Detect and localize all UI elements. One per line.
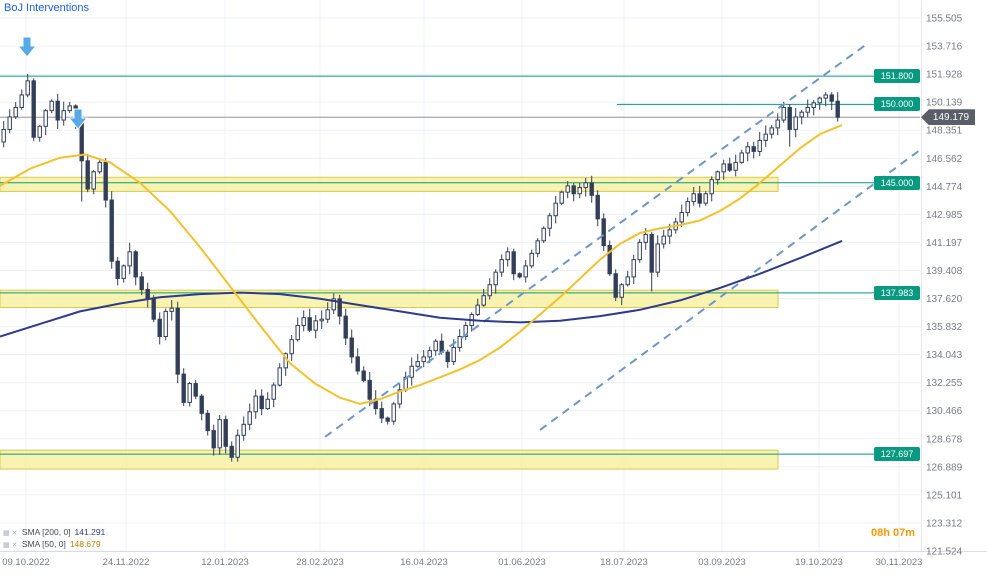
trend-channel-lines[interactable] (324, 42, 921, 438)
svg-text:19.10.2023: 19.10.2023 (795, 557, 843, 568)
y-axis-labels[interactable]: 155.505 153.716 151.928 150.139 148.351 146.5… (926, 14, 963, 558)
indicator-visibility-icon[interactable]: ▦ (3, 542, 10, 549)
svg-text:150.139: 150.139 (926, 98, 963, 109)
svg-text:134.043: 134.043 (926, 350, 963, 361)
intervention-arrow-icon[interactable] (16, 36, 38, 58)
indicator-close-icon[interactable]: ✕ (11, 530, 18, 537)
price-level-badge[interactable]: 150.000 (874, 97, 920, 112)
indicator-close-icon[interactable]: ✕ (11, 542, 18, 549)
svg-text:153.716: 153.716 (926, 42, 963, 53)
x-axis-labels[interactable]: 09.10.2022 24.11.2022 12.01.2023 28.02.2023… (2, 557, 922, 568)
svg-text:141.197: 141.197 (926, 238, 963, 249)
axes (0, 0, 987, 552)
svg-text:125.101: 125.101 (926, 490, 963, 501)
svg-text:139.408: 139.408 (926, 266, 963, 277)
svg-text:09.10.2022: 09.10.2022 (2, 557, 50, 568)
svg-text:126.889: 126.889 (926, 462, 963, 473)
svg-text:144.774: 144.774 (926, 182, 963, 193)
indicator-label: SMA [50, 0] (21, 539, 66, 549)
indicator-visibility-icon[interactable]: ▦ (3, 530, 10, 537)
indicator-label: SMA [200, 0] (21, 527, 71, 537)
svg-text:28.02.2023: 28.02.2023 (296, 557, 344, 568)
price-level-badge[interactable]: 151.800 (874, 69, 920, 84)
svg-text:24.11.2022: 24.11.2022 (103, 557, 150, 568)
svg-text:132.255: 132.255 (926, 378, 963, 389)
indicator-row-sma50: ▦ ✕ SMA [50, 0] 148.679 (3, 539, 105, 551)
svg-text:128.678: 128.678 (926, 434, 963, 445)
svg-text:123.312: 123.312 (926, 518, 963, 529)
svg-text:130.466: 130.466 (926, 406, 963, 417)
svg-text:142.985: 142.985 (926, 210, 963, 221)
svg-text:148.351: 148.351 (926, 126, 963, 137)
svg-text:151.928: 151.928 (926, 70, 963, 81)
price-level-lines[interactable] (0, 75, 920, 455)
svg-text:121.524: 121.524 (926, 547, 963, 558)
indicator-value: 141.291 (74, 527, 106, 537)
svg-text:01.06.2023: 01.06.2023 (498, 557, 546, 568)
sma-200-line[interactable] (0, 239, 843, 338)
candle-countdown: 08h 07m (870, 527, 915, 539)
svg-text:135.832: 135.832 (926, 322, 963, 333)
svg-text:146.562: 146.562 (926, 154, 963, 165)
support-resistance-zones[interactable] (0, 176, 779, 470)
intervention-arrow-icon[interactable] (67, 108, 89, 130)
chart-annotation-title[interactable]: BoJ Interventions (4, 2, 89, 14)
indicator-row-sma200: ▦ ✕ SMA [200, 0] 141.291 (3, 527, 105, 539)
indicator-value: 148.679 (69, 539, 101, 549)
sma-50-line[interactable] (0, 124, 843, 405)
svg-text:137.620: 137.620 (926, 294, 963, 305)
svg-text:18.07.2023: 18.07.2023 (600, 557, 648, 568)
svg-text:155.505: 155.505 (926, 14, 963, 25)
svg-text:12.01.2023: 12.01.2023 (201, 557, 249, 568)
current-price-badge: 149.179 (921, 109, 975, 126)
svg-text:16.04.2023: 16.04.2023 (400, 557, 448, 568)
price-level-badge[interactable]: 127.697 (874, 447, 920, 462)
candlestick-series (1, 73, 840, 462)
current-price-value: 149.179 (932, 111, 970, 123)
indicator-legend: ▦ ✕ SMA [200, 0] 141.291 ▦ ✕ SMA [50, 0] 148… (3, 527, 105, 551)
svg-text:03.09.2023: 03.09.2023 (698, 557, 746, 568)
price-level-badge[interactable]: 137.983 (874, 285, 920, 300)
price-level-badge[interactable]: 145.000 (874, 175, 920, 190)
svg-text:30.11.2023: 30.11.2023 (876, 557, 923, 568)
